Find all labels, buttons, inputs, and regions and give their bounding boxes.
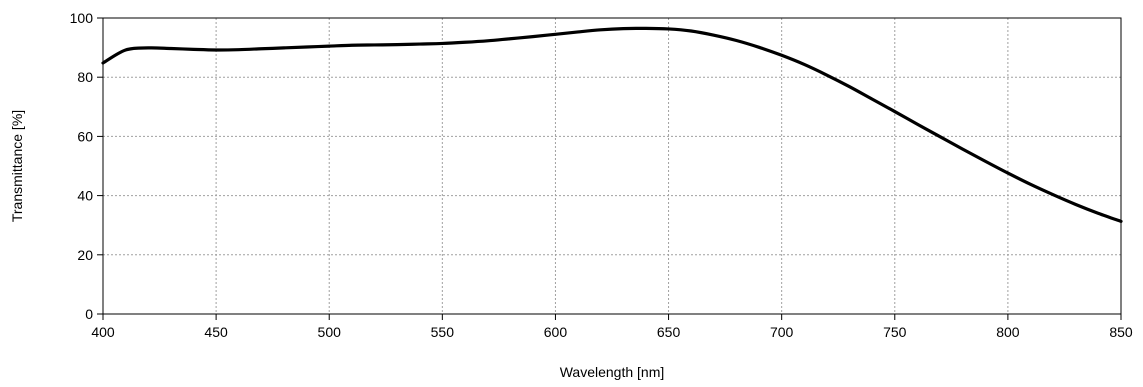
x-tick-label: 450 (204, 324, 228, 340)
y-tick-label: 100 (70, 10, 94, 26)
y-axis-label: Transmittance [%] (9, 110, 25, 222)
x-tick-label: 800 (996, 324, 1020, 340)
x-tick-label: 850 (1109, 324, 1133, 340)
plot-area-frame (102, 17, 1122, 315)
x-axis-label: Wavelength [nm] (560, 364, 665, 380)
grid-lines (103, 18, 1121, 314)
x-tick-label: 500 (318, 324, 342, 340)
y-tick-label: 20 (77, 247, 93, 263)
x-tick-label: 750 (883, 324, 907, 340)
x-axis-ticks: 400 450 500 550 600 650 700 750 800 850 (91, 314, 1133, 340)
x-tick-label: 600 (544, 324, 568, 340)
x-tick-label: 400 (91, 324, 115, 340)
y-tick-label: 60 (77, 128, 93, 144)
transmittance-curve (101, 26, 1123, 223)
x-tick-label: 650 (657, 324, 681, 340)
series-layer (101, 26, 1123, 223)
x-tick-label: 550 (431, 324, 455, 340)
y-tick-label: 0 (85, 306, 93, 322)
y-tick-label: 40 (77, 188, 93, 204)
y-tick-label: 80 (77, 69, 93, 85)
x-tick-label: 700 (770, 324, 794, 340)
y-axis-ticks: 0 20 40 60 80 100 (70, 10, 103, 322)
